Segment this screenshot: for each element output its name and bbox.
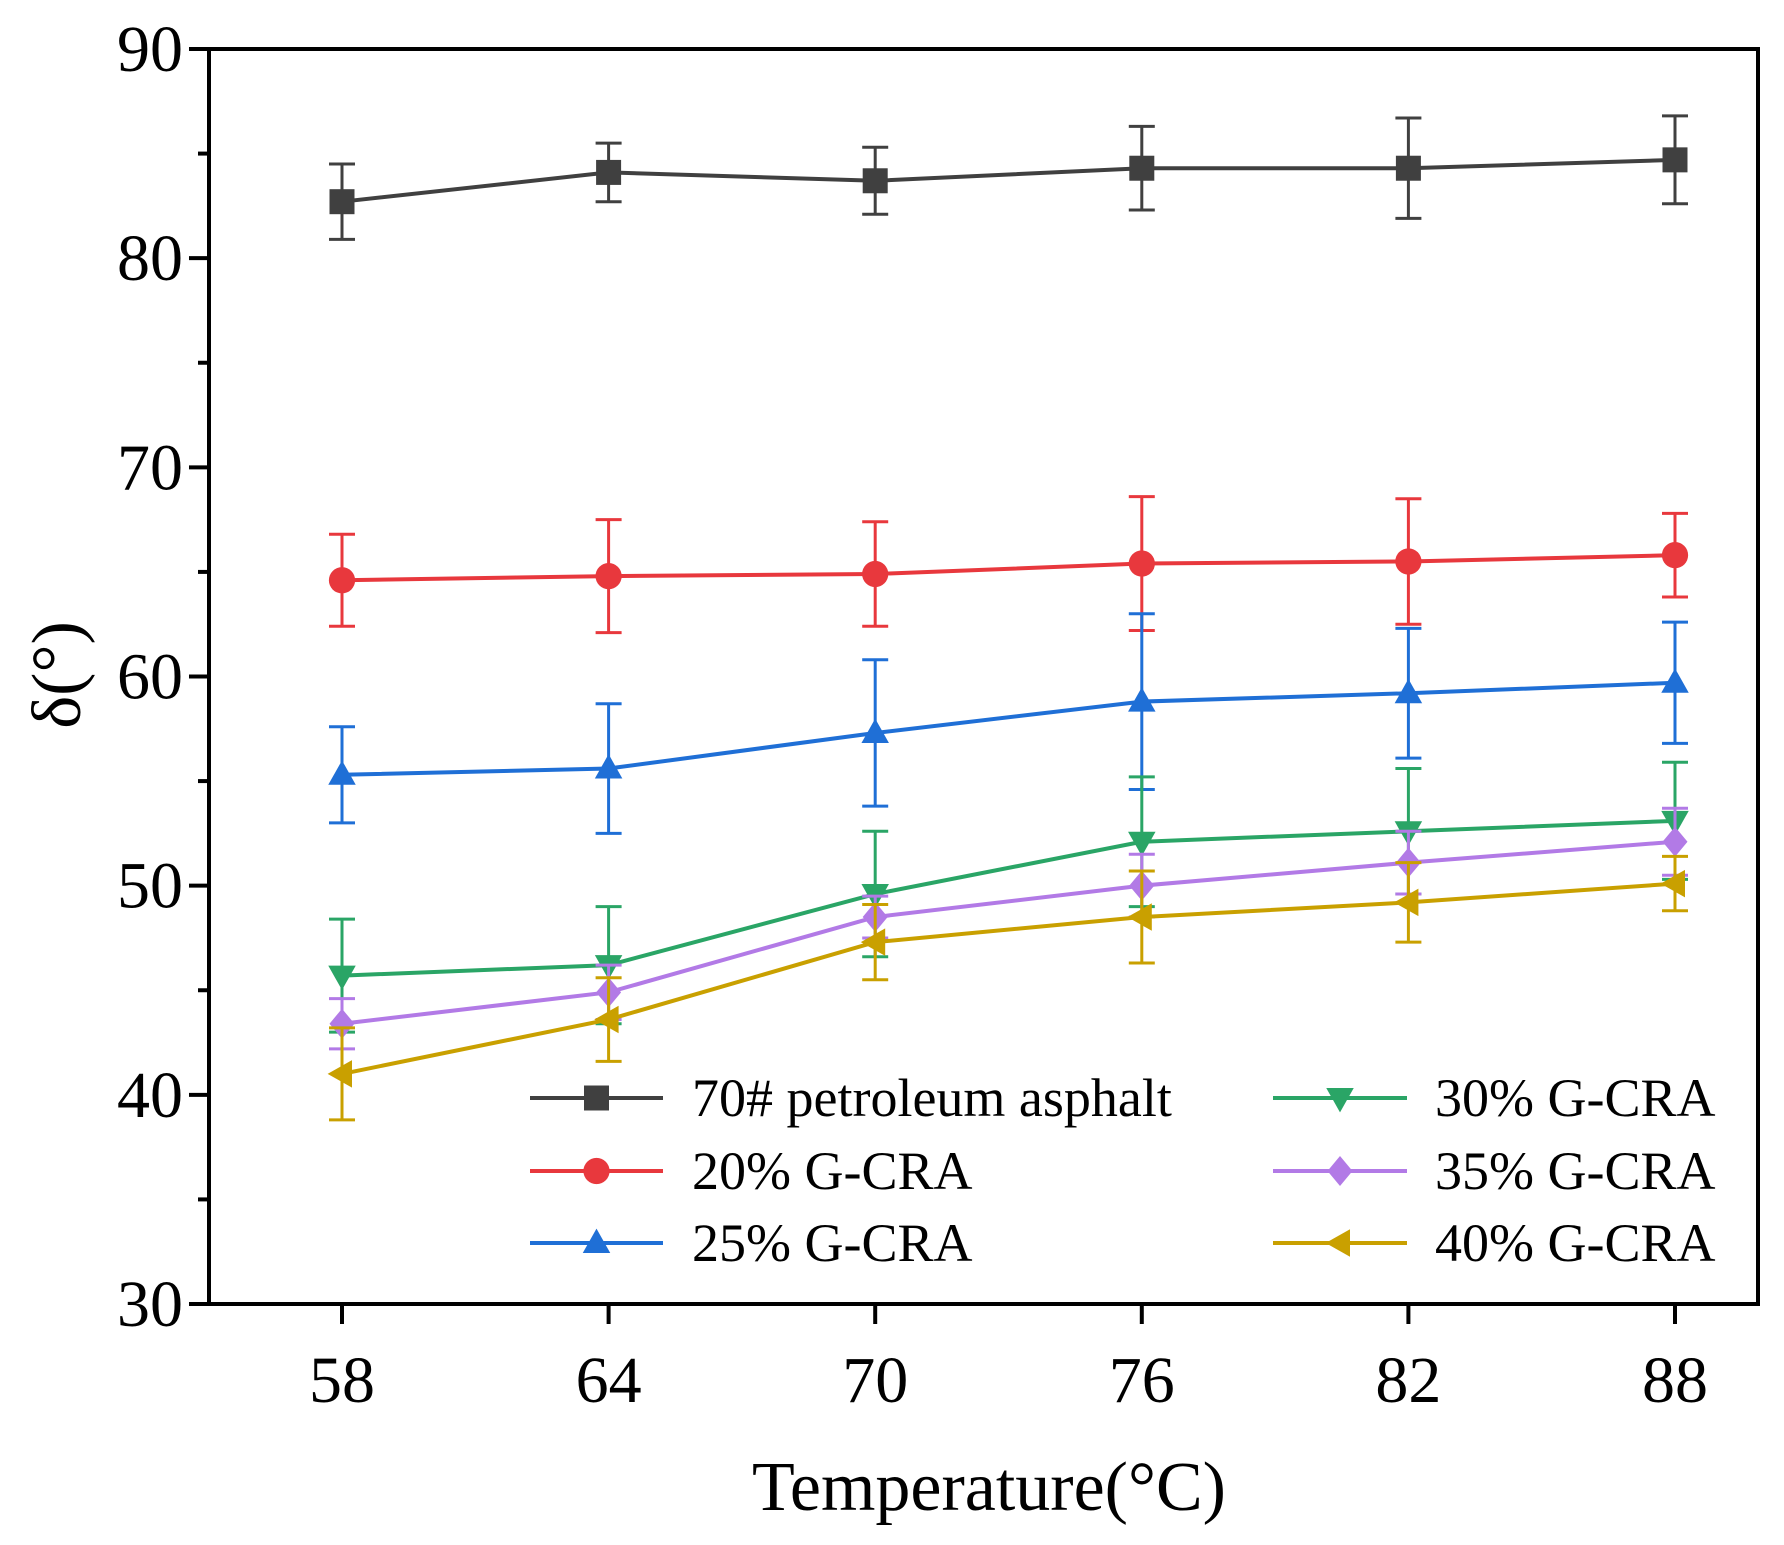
legend-label: 35% G-CRA <box>1435 1141 1716 1201</box>
y-tick-label: 70 <box>117 431 183 504</box>
x-tick-label: 64 <box>576 1344 642 1417</box>
marker-triangle-up <box>861 718 889 743</box>
series-0 <box>329 114 1688 241</box>
axes: 30 40 50 60 70 80 90 58 64 70 76 82 88 <box>117 13 1708 1417</box>
marker-triangle-up <box>594 754 623 779</box>
marker-square <box>1662 147 1688 173</box>
marker-triangle-left <box>1127 903 1152 931</box>
marker-triangle-down <box>1128 831 1156 857</box>
plot-content <box>327 114 1689 1122</box>
marker-triangle-up <box>1128 687 1156 712</box>
legend-label: 20% G-CRA <box>692 1141 973 1201</box>
marker-triangle-left <box>594 1005 619 1034</box>
y-tick-label: 40 <box>117 1059 183 1132</box>
marker-diamond <box>329 1008 355 1039</box>
x-tick-label: 76 <box>1109 1344 1175 1417</box>
marker-circle <box>862 560 889 588</box>
legend-label: 70# petroleum asphalt <box>692 1068 1172 1128</box>
marker-square <box>596 159 622 185</box>
series-line <box>341 157 1676 204</box>
x-tick-label: 70 <box>842 1344 908 1417</box>
marker-triangle-up <box>1394 678 1423 704</box>
series-line <box>341 818 1676 978</box>
series-line <box>341 839 1676 1026</box>
marker-triangle-down <box>1326 1088 1354 1113</box>
y-tick-label: 60 <box>117 641 183 714</box>
marker-circle <box>1128 550 1155 577</box>
legend-item: 30% G-CRA <box>1273 1068 1716 1128</box>
series-5 <box>327 854 1688 1122</box>
legend-item: 35% G-CRA <box>1273 1141 1716 1201</box>
series-line <box>341 680 1676 777</box>
y-tick-label: 30 <box>117 1268 183 1341</box>
legend-label: 30% G-CRA <box>1435 1068 1716 1128</box>
y-tick-label: 50 <box>117 850 183 923</box>
y-tick-label: 80 <box>117 222 183 295</box>
marker-square <box>1395 155 1421 181</box>
marker-square <box>329 189 355 215</box>
marker-triangle-left <box>1394 888 1419 917</box>
marker-circle <box>1661 542 1689 569</box>
x-axis-label: Temperature(°C) <box>752 1449 1226 1526</box>
series-1 <box>328 495 1689 635</box>
marker-diamond <box>1662 826 1688 857</box>
y-axis-label: δ(°) <box>19 621 96 729</box>
x-tick-label: 82 <box>1375 1344 1441 1417</box>
series-line <box>341 553 1676 583</box>
legend-label: 25% G-CRA <box>692 1213 973 1273</box>
legend-item: 25% G-CRA <box>530 1213 973 1273</box>
marker-circle <box>1395 548 1422 575</box>
legend-item: 20% G-CRA <box>530 1141 973 1201</box>
legend-item: 70# petroleum asphalt <box>530 1068 1172 1128</box>
marker-circle <box>328 567 356 594</box>
marker-triangle-left <box>860 928 886 956</box>
marker-circle <box>595 562 622 590</box>
y-tick-label: 90 <box>117 13 183 86</box>
x-tick-label: 58 <box>309 1344 375 1417</box>
marker-triangle-up <box>582 1228 611 1253</box>
x-tick-label: 88 <box>1642 1344 1708 1417</box>
marker-triangle-left <box>1325 1229 1350 1257</box>
legend: 70# petroleum asphalt 20% G-CRA 25% G-CRA 3… <box>530 1068 1716 1273</box>
marker-triangle-up <box>328 760 356 785</box>
legend-item: 40% G-CRA <box>1273 1213 1716 1273</box>
marker-square <box>584 1085 609 1111</box>
series-2 <box>328 612 1689 835</box>
marker-square <box>1129 155 1155 181</box>
legend-label: 40% G-CRA <box>1435 1213 1716 1273</box>
marker-diamond <box>1327 1156 1353 1186</box>
series-line <box>341 881 1676 1076</box>
marker-circle <box>583 1157 610 1185</box>
marker-triangle-down <box>328 965 356 990</box>
marker-triangle-left <box>327 1060 352 1088</box>
marker-triangle-left <box>1660 869 1685 898</box>
marker-square <box>862 168 888 194</box>
marker-triangle-up <box>1661 668 1689 693</box>
